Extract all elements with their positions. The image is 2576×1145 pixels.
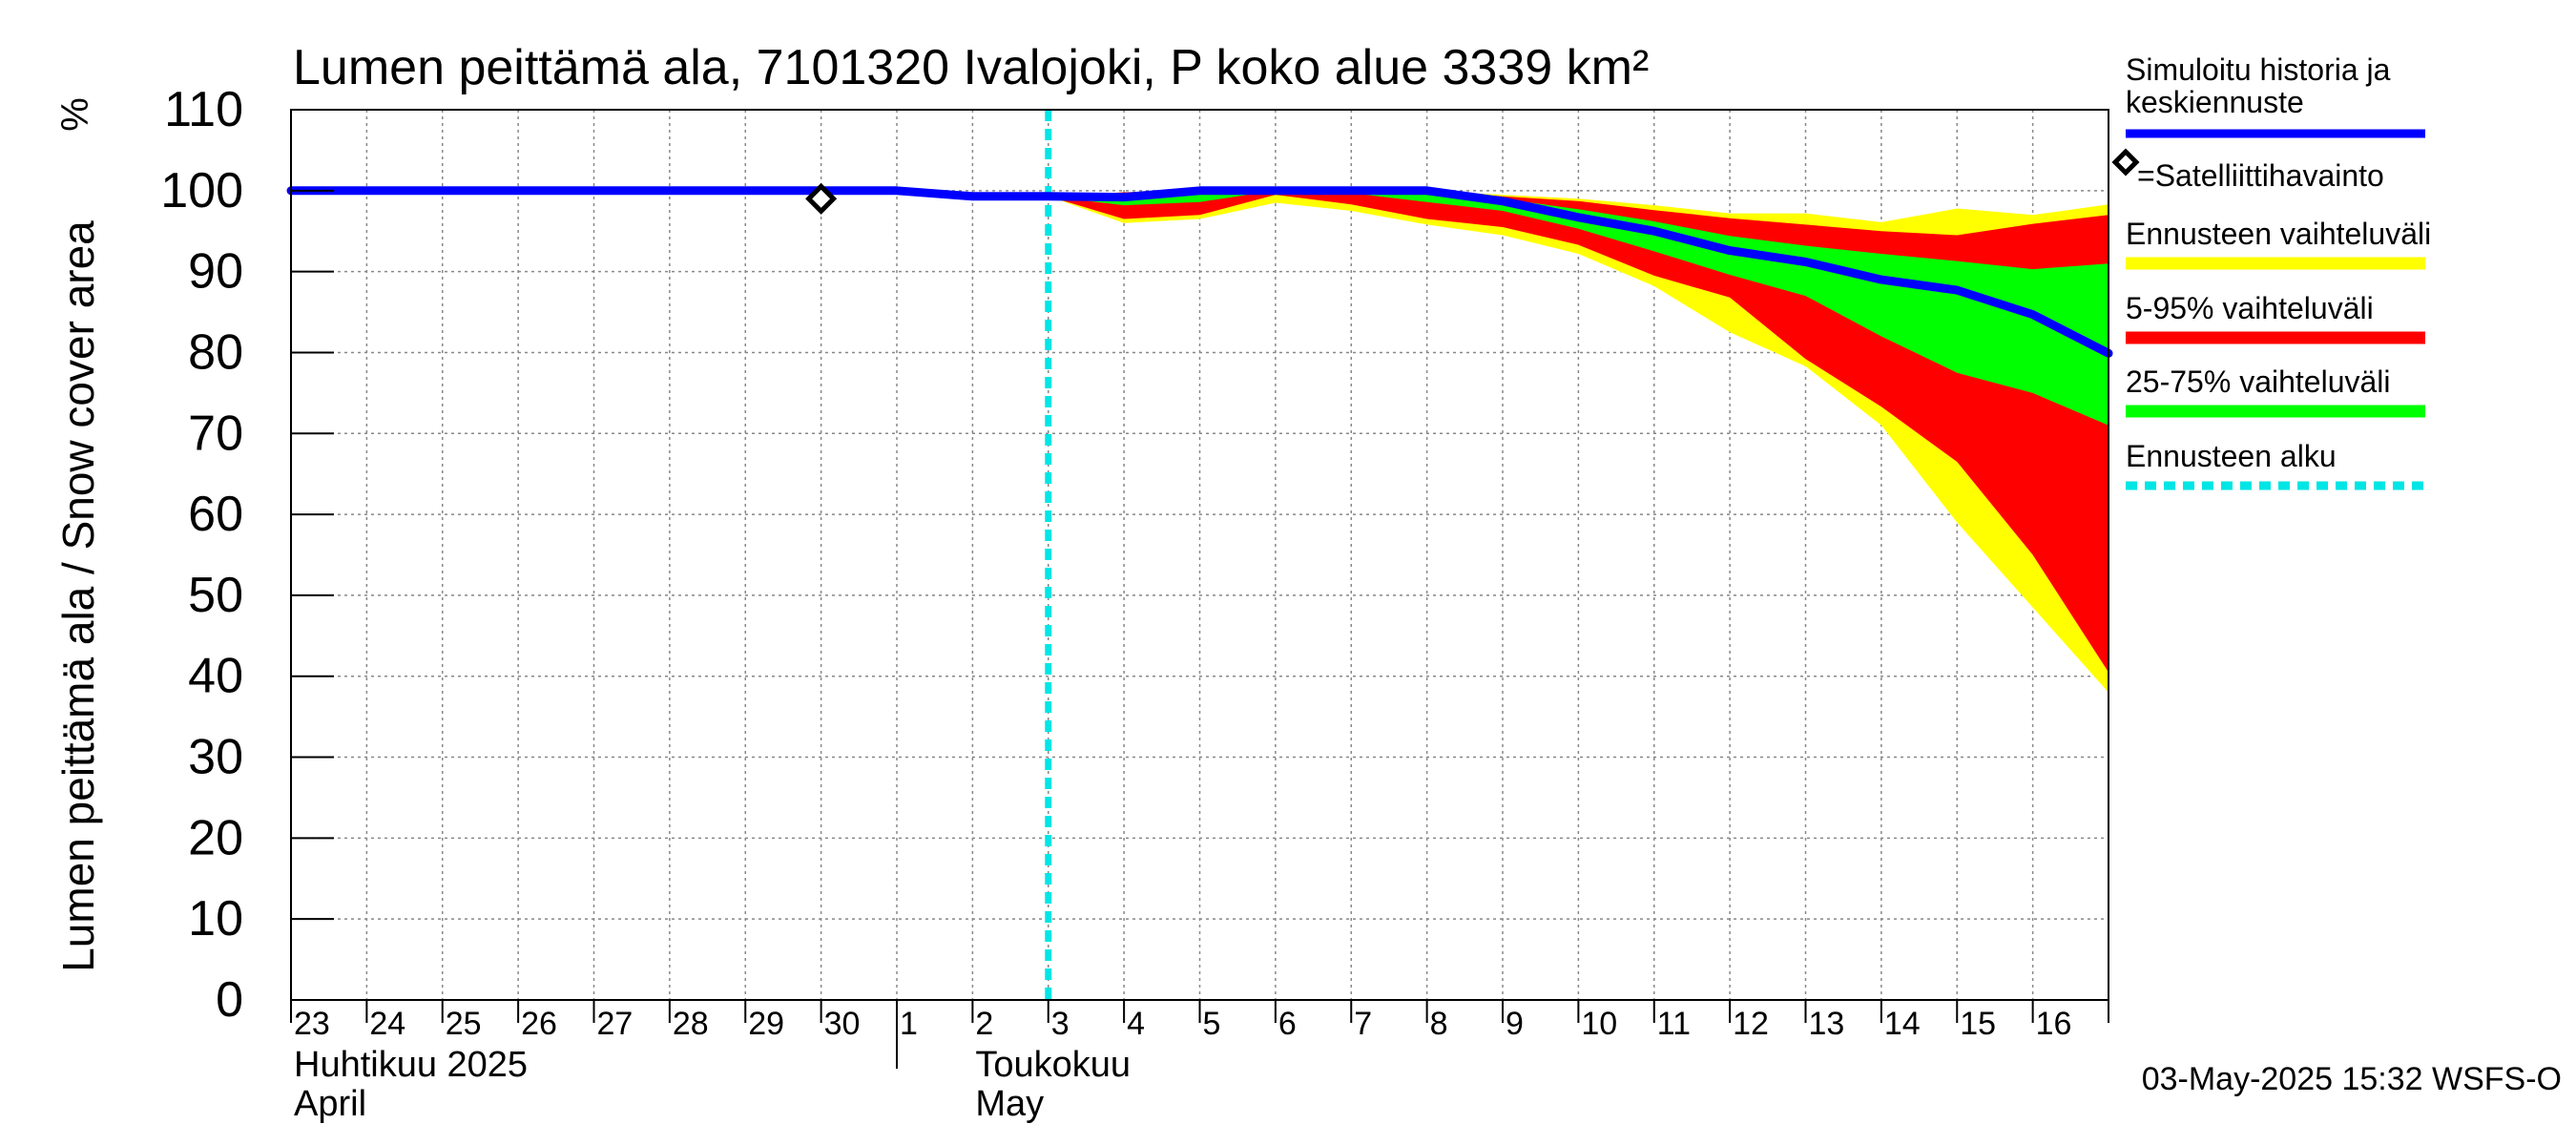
y-tick-label: 80 [188,324,243,380]
x-tick-label: 25 [446,1006,482,1042]
x-tick-label: 15 [1960,1006,1996,1042]
y-tick-labels: 0 10 20 30 40 50 60 70 80 90 100 110 [160,82,243,1028]
month-label-fi: Toukokuu [975,1045,1131,1085]
legend-label: =Satelliittihavainto [2137,158,2384,193]
series-lines [286,110,2113,1000]
x-tick-label: 23 [294,1006,330,1042]
x-tick-label: 11 [1657,1006,1691,1042]
legend-label: Ennusteen alku [2126,439,2337,473]
x-tick-label: 4 [1127,1006,1145,1042]
axes [290,109,2109,1069]
footer-timestamp: 03-May-2025 15:32 WSFS-O [2142,1061,2562,1097]
x-tick-label: 8 [1430,1006,1448,1042]
y-tick-label: 20 [188,810,243,865]
legend-label: 25-75% vaihteluväli [2126,364,2391,399]
satellite-observation-point [805,182,838,215]
y-tick-label: 90 [188,244,243,300]
y-tick-label: 100 [160,163,243,219]
legend-label: Ennusteen vaihteluväli [2126,217,2431,251]
y-tick-label: 70 [188,406,243,461]
x-tick-label: 5 [1203,1006,1221,1042]
x-tick-label: 16 [2036,1006,2072,1042]
y-tick-label: 50 [188,568,243,623]
month-label-en: April [294,1084,366,1124]
month-label-en: May [975,1084,1044,1124]
x-tick-label: 29 [748,1006,784,1042]
y-tick-label: 30 [188,730,243,785]
x-tick-label: 1 [900,1006,918,1042]
y-tick-label: 0 [216,972,243,1028]
y-tick-label: 40 [188,649,243,704]
legend-label: Simuloitu historia ja [2126,52,2391,87]
x-tick-label: 24 [369,1006,405,1042]
x-tick-label: 6 [1278,1006,1297,1042]
x-tick-label: 7 [1354,1006,1372,1042]
x-tick-label: 12 [1733,1006,1769,1042]
x-tick-label: 27 [597,1006,634,1042]
legend-label: 5-95% vaihteluväli [2126,291,2374,325]
legend-diamond-marker [2111,148,2140,177]
band-25-75-vaihteluv-li [1048,190,2109,426]
x-tick-labels: 23 24 25 26 27 28 29 30 1 2 3 4 5 6 7 8 9 10 11 12 13 14 15 16 [294,1006,2071,1042]
x-tick-label: 28 [673,1006,709,1042]
series-median-line [286,186,2113,358]
forecast-bands [1048,190,2109,693]
x-tick-label: 26 [521,1006,557,1042]
x-tick-label: 9 [1506,1006,1524,1042]
y-axis-label: Lumen peittämä ala / Snow cover area [53,220,103,972]
month-label-fi: Huhtikuu 2025 [294,1045,528,1085]
x-tick-label: 14 [1884,1006,1921,1042]
y-tick-label: 110 [164,82,243,137]
x-tick-label: 2 [975,1006,993,1042]
x-tick-label: 10 [1581,1006,1617,1042]
y-axis-unit: % [54,97,96,132]
x-tick-label: 3 [1051,1006,1070,1042]
x-tick-label: 13 [1809,1006,1845,1042]
x-tick-label: 30 [824,1006,861,1042]
y-tick-label: 60 [188,487,243,542]
chart-title: Lumen peittämä ala, 7101320 Ivalojoki, P… [293,40,1649,95]
y-tick-label: 10 [188,891,243,947]
legend-label: keskiennuste [2126,85,2304,119]
